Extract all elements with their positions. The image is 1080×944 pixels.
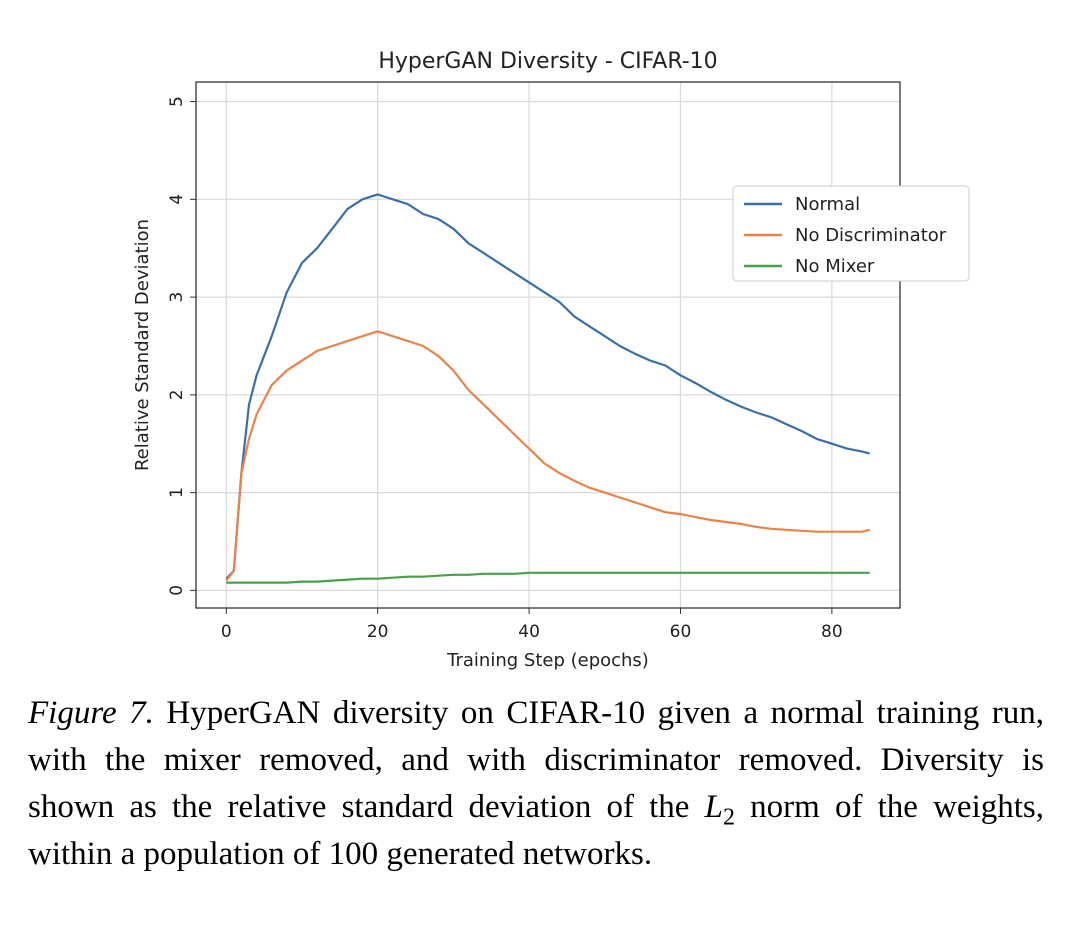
series-line-2 xyxy=(226,571,870,584)
legend: Normal No Discriminator No Mixer xyxy=(732,185,970,282)
y-tick-label: 2 xyxy=(167,389,187,400)
y-tick-label: 3 xyxy=(167,292,187,303)
series-line-1 xyxy=(225,330,870,582)
plot-area xyxy=(196,82,900,608)
x-tick-label: 0 xyxy=(221,622,232,642)
x-tick-label: 40 xyxy=(518,622,540,642)
caption-math-subscript: 2 xyxy=(722,804,735,831)
x-tick-label: 20 xyxy=(367,622,389,642)
legend-label-0: Normal xyxy=(795,194,860,215)
figure-caption: Figure 7. HyperGAN diversity on CIFAR-10… xyxy=(28,690,1044,878)
x-tick-label: 60 xyxy=(670,622,692,642)
legend-box xyxy=(732,185,970,282)
chart-title: HyperGAN Diversity - CIFAR-10 xyxy=(378,49,717,74)
y-tick-label: 4 xyxy=(167,194,187,205)
x-axis-label: Training Step (epochs) xyxy=(446,650,649,671)
chart-figure: 0 20 40 60 80 0 1 2 3 4 5 HyperGAN Diversity - CIF… xyxy=(132,49,970,671)
caption-math-symbol: L xyxy=(704,789,723,825)
y-tick-label: 1 xyxy=(167,487,187,498)
series-group xyxy=(225,193,870,584)
caption-label: Figure 7. xyxy=(28,695,154,731)
caption-text-start: HyperGAN diversity on CIFAR-10 given a n… xyxy=(28,695,1044,825)
axis-ticks: 0 20 40 60 80 0 1 2 3 4 5 xyxy=(167,96,843,642)
caption-text-end: norm of the weights, within a population… xyxy=(28,789,1045,872)
series-line-0 xyxy=(225,193,870,580)
legend-label-1: No Discriminator xyxy=(795,225,947,246)
y-axis-label: Relative Standard Deviation xyxy=(132,219,153,471)
x-tick-label: 80 xyxy=(821,622,843,642)
y-tick-label: 0 xyxy=(167,585,187,596)
legend-label-2: No Mixer xyxy=(795,256,875,277)
plot-frame xyxy=(195,81,901,609)
y-tick-label: 5 xyxy=(167,96,187,107)
